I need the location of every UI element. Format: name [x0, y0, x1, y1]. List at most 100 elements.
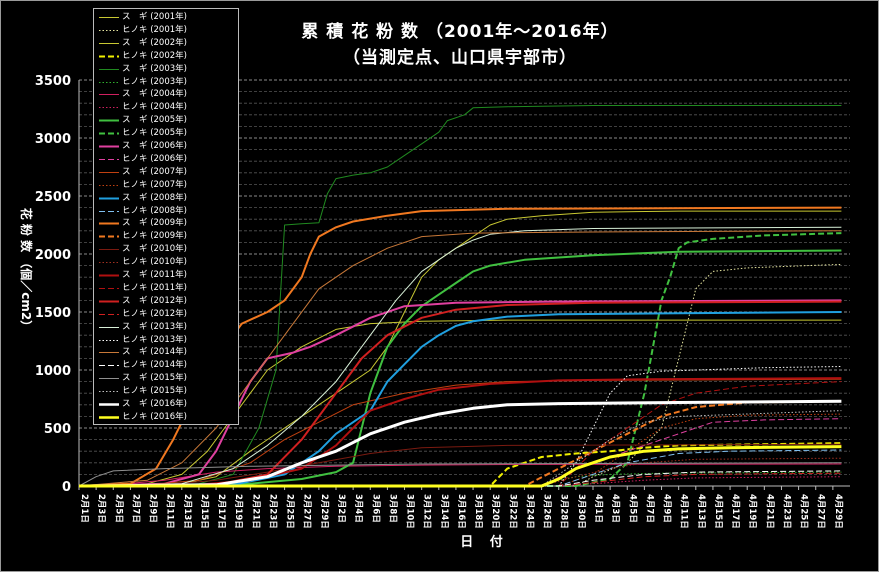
- legend-swatch: [99, 197, 119, 200]
- legend-item: ヒノキ (2011年): [98, 282, 236, 295]
- legend-item: ヒノキ (2002年): [98, 50, 236, 63]
- y-tick-label: 3500: [35, 74, 71, 89]
- legend-swatch: [99, 145, 119, 148]
- legend-swatch: [99, 119, 119, 122]
- legend-item: ス ギ (2005年): [98, 114, 236, 127]
- legend-label: ス ギ (2002年): [122, 37, 187, 48]
- x-tick-label: 3月22日: [507, 494, 517, 529]
- x-tick-label: 3月30日: [576, 494, 586, 529]
- x-tick-label: 2月25日: [285, 494, 295, 529]
- legend-swatch: [99, 262, 119, 264]
- legend-item: ス ギ (2006年): [98, 140, 236, 153]
- legend-swatch: [99, 107, 119, 109]
- legend-label: ヒノキ (2014年): [122, 360, 187, 371]
- legend-label: ス ギ (2011年): [122, 270, 187, 280]
- legend-item: ス ギ (2015年): [98, 372, 236, 385]
- legend-item: ス ギ (2004年): [98, 88, 236, 101]
- series-line-2: [78, 319, 842, 487]
- y-tick-label: 3000: [35, 132, 71, 147]
- y-tick-label: 500: [44, 422, 71, 437]
- legend-swatch: [99, 42, 119, 44]
- legend-label: ヒノキ (2011年): [122, 282, 187, 293]
- legend-item: ス ギ (2016年): [98, 398, 236, 411]
- legend-label: ス ギ (2004年): [122, 89, 187, 100]
- legend-item: ス ギ (2007年): [98, 166, 236, 179]
- legend-item: ヒノキ (2013年): [98, 334, 236, 347]
- x-tick-label: 4月25日: [799, 494, 809, 529]
- x-tick-label: 3月12日: [422, 494, 432, 529]
- x-tick-label: 2月21日: [250, 494, 260, 529]
- legend-label: ヒノキ (2010年): [122, 257, 187, 268]
- series-line-31: [79, 445, 842, 488]
- x-tick-label: 3月10日: [405, 494, 415, 529]
- legend-swatch: [99, 313, 119, 315]
- x-tick-label: 2月13日: [182, 494, 192, 529]
- x-tick-label: 4月27日: [816, 494, 826, 529]
- x-tick-label: 3月20日: [490, 494, 500, 529]
- legend-item: ス ギ (2014年): [98, 346, 236, 359]
- legend-label: ス ギ (2013年): [122, 321, 187, 332]
- legend-swatch: [99, 300, 119, 303]
- x-tick-label: 4月1日: [593, 494, 603, 523]
- legend-swatch: [99, 55, 119, 58]
- x-tick-label: 4月11日: [679, 494, 689, 529]
- series-line-26: [78, 230, 842, 487]
- legend-label: ス ギ (2005年): [122, 115, 187, 126]
- legend-label: ヒノキ (2001年): [122, 24, 187, 35]
- legend-item: ヒノキ (2010年): [98, 256, 236, 269]
- x-tick-label: 4月7日: [644, 494, 654, 523]
- legend-swatch: [99, 210, 119, 212]
- x-tick-label: 2月17日: [216, 494, 226, 529]
- series-line-4: [78, 105, 842, 487]
- legend-swatch: [99, 326, 119, 328]
- legend-label: ス ギ (2007年): [122, 166, 187, 177]
- legend-swatch: [99, 365, 119, 367]
- series-line-13: [79, 413, 842, 487]
- x-axis-title: 日 付: [460, 534, 509, 550]
- x-tick-label: 2月3日: [96, 494, 106, 523]
- legend-item: ス ギ (2009年): [98, 217, 236, 230]
- legend-swatch: [99, 17, 119, 18]
- series-line-8: [78, 249, 842, 487]
- legend-swatch: [99, 132, 119, 135]
- legend-swatch: [99, 378, 119, 380]
- x-tick-label: 2月11日: [165, 494, 175, 529]
- x-tick-label: 2月19日: [233, 494, 243, 529]
- legend-swatch: [99, 274, 119, 277]
- x-tick-label: 4月29日: [833, 494, 843, 529]
- legend-label: ス ギ (2008年): [122, 192, 187, 203]
- legend-label: ヒノキ (2013年): [122, 334, 187, 345]
- legend-item: ス ギ (2010年): [98, 243, 236, 256]
- legend-label: ス ギ (2016年): [122, 399, 187, 409]
- x-tick-label: 3月16日: [456, 494, 466, 529]
- x-tick-label: 2月23日: [267, 494, 277, 529]
- x-tick-label: 4月5日: [627, 494, 637, 523]
- legend-label: ヒノキ (2004年): [122, 102, 187, 113]
- series-line-10: [78, 299, 842, 487]
- x-tick-label: 2月5日: [113, 494, 123, 523]
- legend-swatch: [99, 416, 119, 419]
- y-axis-title: 花 粉 数 （個／cm2）: [19, 208, 34, 333]
- series-line-17: [79, 400, 842, 487]
- legend-label: ヒノキ (2005年): [122, 128, 187, 139]
- legend-label: ス ギ (2009年): [122, 218, 187, 229]
- legend-swatch: [99, 94, 119, 96]
- legend-swatch: [99, 403, 119, 406]
- legend-item: ヒノキ (2005年): [98, 127, 236, 140]
- series-line-21: [79, 381, 842, 487]
- legend-item: ヒノキ (2007年): [98, 179, 236, 192]
- y-tick-label: 1500: [35, 306, 71, 321]
- legend-item: ヒノキ (2009年): [98, 230, 236, 243]
- y-tick-label: 1000: [35, 364, 71, 379]
- legend-label: ス ギ (2001年): [122, 12, 187, 22]
- x-tick-label: 4月23日: [781, 494, 791, 529]
- legend-item: ヒノキ (2015年): [98, 385, 236, 398]
- x-tick-label: 4月13日: [696, 494, 706, 529]
- legend-label: ス ギ (2003年): [122, 63, 187, 74]
- legend-swatch: [99, 352, 119, 354]
- x-tick-label: 2月1日: [79, 494, 89, 523]
- legend-item: ヒノキ (2006年): [98, 153, 236, 166]
- x-tick-label: 3月24日: [524, 494, 534, 529]
- legend-item: ヒノキ (2012年): [98, 308, 236, 321]
- legend-label: ヒノキ (2008年): [122, 205, 187, 216]
